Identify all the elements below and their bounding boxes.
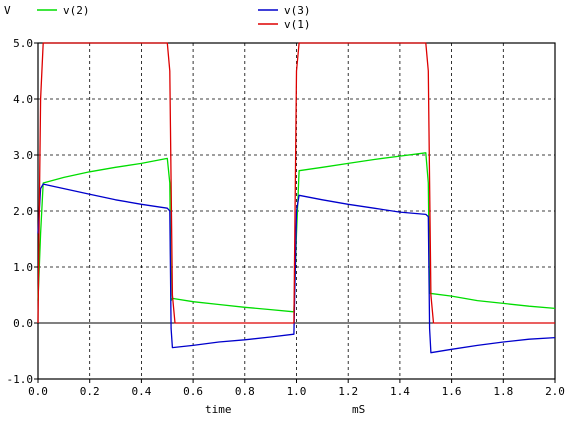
series-v-2-line — [37, 152, 556, 313]
legend: v(2) v(3)v(1) — [37, 4, 311, 31]
x-tick-label: 0.4 — [131, 385, 151, 398]
series-v-1-line — [37, 42, 555, 324]
x-axis-label: time — [205, 403, 232, 416]
x-tick-label: 2.0 — [545, 385, 565, 398]
x-tick-label: 0.2 — [80, 385, 100, 398]
legend-label-v-2: v(2) — [63, 4, 90, 17]
y-tick-label: 2.0 — [13, 205, 33, 218]
y-tick-label: 4.0 — [13, 93, 33, 106]
y-tick-label: 0.0 — [13, 317, 33, 330]
x-tick-label: 1.4 — [390, 385, 410, 398]
legend-label-v-3: v(3) — [284, 4, 311, 17]
x-tick-label: 1.0 — [287, 385, 307, 398]
legend-label-v-1: v(1) — [284, 18, 311, 31]
y-tick-label: 3.0 — [13, 149, 33, 162]
x-axis-unit-label: mS — [352, 403, 365, 416]
x-tick-label: 0.0 — [28, 385, 48, 398]
x-tick-label: 1.6 — [442, 385, 462, 398]
series-layer — [37, 42, 556, 354]
x-tick-label: 0.8 — [235, 385, 255, 398]
x-tick-label: 1.8 — [493, 385, 513, 398]
y-tick-label: 5.0 — [13, 37, 33, 50]
series-v-3-line — [37, 183, 556, 354]
y-axis-unit-label: V — [4, 4, 11, 17]
x-tick-label: 0.6 — [183, 385, 203, 398]
y-tick-label: 1.0 — [13, 261, 33, 274]
y-tick-label: -1.0 — [7, 373, 34, 386]
x-tick-label: 1.2 — [338, 385, 358, 398]
axes: 0.0 0.2 0.4 0.6 0.8 1.0 1.2 1.4 1.6 1.8 2.0-1.00.0… — [7, 37, 565, 398]
